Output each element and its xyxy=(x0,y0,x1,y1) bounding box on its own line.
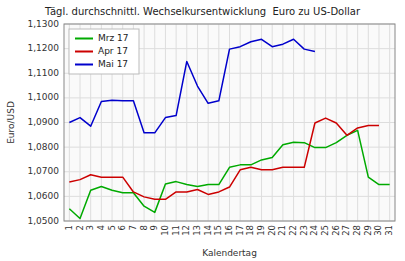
y-tick-label: 1,0600 xyxy=(28,191,60,201)
series-line xyxy=(69,118,379,199)
x-tick-label: 27 xyxy=(341,225,351,236)
lines xyxy=(69,39,389,218)
x-tick-label: 11 xyxy=(171,225,181,236)
x-grid-line xyxy=(282,24,283,221)
x-grid-line xyxy=(165,24,166,221)
plot-area xyxy=(64,24,395,221)
series-line xyxy=(69,39,315,133)
x-grid-line xyxy=(240,24,241,221)
x-tick-label: 12 xyxy=(181,225,191,236)
x-axis-label: Kalendertag xyxy=(202,248,257,258)
x-tick-label: 13 xyxy=(192,225,202,236)
x-grid-line xyxy=(325,24,326,221)
legend-label: Mrz 17 xyxy=(98,33,129,43)
x-tick-label: 10 xyxy=(160,225,170,236)
x-grid-line xyxy=(250,24,251,221)
x-tick-label: 4 xyxy=(96,225,106,230)
y-tick-label: 1,0700 xyxy=(28,166,60,176)
y-tick-label: 1,0500 xyxy=(28,216,60,226)
x-tick-label: 5 xyxy=(107,225,117,230)
legend-swatch xyxy=(75,51,93,53)
x-tick-label: 30 xyxy=(373,225,383,236)
x-tick-label: 6 xyxy=(117,225,127,230)
legend-swatch xyxy=(75,38,93,40)
x-grid-line xyxy=(389,24,390,221)
x-tick-label: 15 xyxy=(213,225,223,236)
x-grid-line xyxy=(346,24,347,221)
x-tick-label: 8 xyxy=(139,225,149,230)
x-tick-label: 29 xyxy=(363,225,373,236)
x-tick-label: 20 xyxy=(267,225,277,236)
legend: Mrz 17 Apr 17 Mai 17 xyxy=(69,29,139,74)
series-line xyxy=(69,130,389,218)
x-grid-line xyxy=(378,24,379,221)
x-tick-label: 18 xyxy=(245,225,255,236)
legend-label: Apr 17 xyxy=(98,46,128,56)
y-axis-label: Euro/USD xyxy=(6,101,16,144)
legend-swatch xyxy=(75,64,93,66)
x-tick-label: 31 xyxy=(384,225,394,236)
x-tick-label: 26 xyxy=(331,225,341,236)
y-tick-label: 1,0800 xyxy=(28,142,60,152)
legend-label: Mai 17 xyxy=(98,59,128,69)
x-tick-label: 21 xyxy=(277,225,287,236)
x-tick-label: 23 xyxy=(299,225,309,236)
x-grid-line xyxy=(197,24,198,221)
x-tick-label: 19 xyxy=(256,225,266,236)
x-grid-line xyxy=(154,24,155,221)
y-tick-label: 1,1300 xyxy=(28,19,60,29)
plot-frame xyxy=(64,24,395,221)
grid xyxy=(64,24,395,221)
x-tick-label: 7 xyxy=(128,225,138,230)
x-grid-line xyxy=(208,24,209,221)
x-grid-line xyxy=(272,24,273,221)
y-tick-label: 1,1200 xyxy=(28,43,60,53)
x-tick-label: 25 xyxy=(320,225,330,236)
x-grid-line xyxy=(261,24,262,221)
chart: 1,0500 1,0600 1,0700 1,0800 1,0900 1,1000 1,11… xyxy=(0,0,405,261)
x-tick-label: 14 xyxy=(203,225,213,236)
x-tick-label: 17 xyxy=(235,225,245,236)
y-tick-label: 1,1100 xyxy=(28,68,60,78)
x-grid-line xyxy=(304,24,305,221)
title: Tägl. durchschnittl. Wechselkursentwickl… xyxy=(44,6,361,17)
y-tick-label: 1,0900 xyxy=(28,117,60,127)
x-tick-label: 22 xyxy=(288,225,298,236)
x-grid-line xyxy=(368,24,369,221)
x-tick-label: 24 xyxy=(309,225,319,236)
legend-box xyxy=(69,29,139,74)
x-grid-line xyxy=(144,24,145,221)
x-tick-label: 9 xyxy=(149,225,159,230)
x-grid-line xyxy=(293,24,294,221)
x-tick-label: 2 xyxy=(75,225,85,230)
x-tick-label: 16 xyxy=(224,225,234,236)
x-grid-line xyxy=(357,24,358,221)
y-tick-label: 1,1000 xyxy=(28,92,60,102)
x-tick-label: 28 xyxy=(352,225,362,236)
x-tick-label: 1 xyxy=(64,225,74,230)
x-tick-label: 3 xyxy=(85,225,95,230)
